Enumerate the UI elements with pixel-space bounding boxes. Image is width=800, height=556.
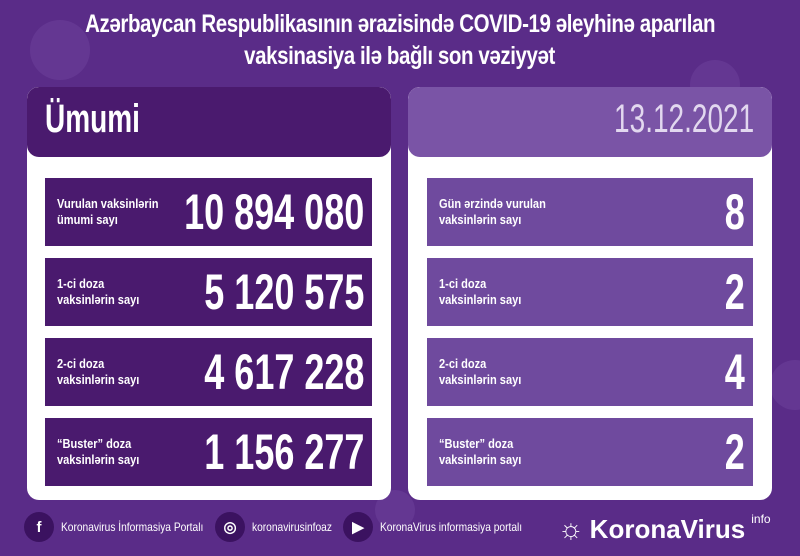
stat-row: “Buster” doza vaksinlərin sayı 2: [427, 418, 753, 486]
virus-decoration: [770, 360, 800, 410]
stat-label: 1-ci doza vaksinlərin sayı: [439, 276, 522, 307]
facebook-label: Koronavirus İnformasiya Portalı: [61, 520, 204, 534]
instagram-label: koronavirusinfoaz: [252, 520, 332, 534]
brand-name: KoronaVirus: [589, 514, 746, 544]
facebook-icon: f: [24, 512, 54, 542]
stat-value: 4 617 228: [203, 344, 364, 400]
stat-label: 1-ci doza vaksinlərin sayı: [57, 276, 140, 307]
total-panel: Ümumi Vurulan vaksinlərin ümumi sayı 10 89…: [27, 87, 391, 500]
stat-row: 2-ci doza vaksinlərin sayı 4: [427, 338, 753, 406]
youtube-icon: ▶: [343, 512, 373, 542]
stat-value: 2: [724, 424, 745, 480]
title-line-2: vaksinasiya ilə bağlı son vəziyyət: [244, 42, 556, 70]
daily-panel: 13.12.2021 Gün ərzində vurulan vaksinləri…: [408, 87, 772, 500]
stat-row: 2-ci doza vaksinlərin sayı 4 617 228: [45, 338, 372, 406]
date-label: 13.12.2021: [613, 97, 754, 141]
stat-row: 1-ci doza vaksinlərin sayı 2: [427, 258, 753, 326]
stat-row: 1-ci doza vaksinlərin sayı 5 120 575: [45, 258, 372, 326]
stat-label: Gün ərzində vurulan vaksinlərin sayı: [439, 196, 546, 227]
daily-header: 13.12.2021: [408, 87, 772, 157]
stat-label: 2-ci doza vaksinlərin sayı: [439, 356, 522, 387]
total-heading: Ümumi: [45, 97, 140, 141]
footer: f Koronavirus İnformasiya Portalı ◎ korona…: [0, 512, 800, 548]
stat-value: 10 894 080: [183, 184, 364, 240]
stat-value: 8: [724, 184, 745, 240]
stat-label: “Buster” doza vaksinlərin sayı: [439, 436, 522, 467]
instagram-icon: ◎: [215, 512, 245, 542]
brand-sup: info: [751, 512, 771, 526]
facebook-link[interactable]: f Koronavirus İnformasiya Portalı: [24, 512, 228, 542]
stat-value: 2: [724, 264, 745, 320]
instagram-link[interactable]: ◎ koronavirusinfoaz: [215, 512, 346, 542]
stat-value: 4: [724, 344, 745, 400]
youtube-label: KoronaVirus informasiya portalı: [380, 520, 523, 534]
stat-row: “Buster” doza vaksinlərin sayı 1 156 277: [45, 418, 372, 486]
sun-icon: ☼: [558, 513, 584, 544]
title-line-1: Azərbaycan Respublikasının ərazisində CO…: [84, 10, 715, 38]
virus-decoration: [30, 20, 90, 80]
stat-row: Gün ərzində vurulan vaksinlərin sayı 8: [427, 178, 753, 246]
stat-value: 1 156 277: [203, 424, 364, 480]
stat-value: 5 120 575: [203, 264, 364, 320]
youtube-link[interactable]: ▶ KoronaVirus informasiya portalı: [343, 512, 547, 542]
stat-label: “Buster” doza vaksinlərin sayı: [57, 436, 140, 467]
stat-row: Vurulan vaksinlərin ümumi sayı 10 894 080: [45, 178, 372, 246]
stat-label: 2-ci doza vaksinlərin sayı: [57, 356, 140, 387]
total-header: Ümumi: [27, 87, 391, 157]
page-title: Azərbaycan Respublikasının ərazisində CO…: [0, 8, 800, 72]
koronavirus-logo: ☼ KoronaVirus info: [558, 512, 771, 544]
stat-label: Vurulan vaksinlərin ümumi sayı: [57, 196, 159, 227]
